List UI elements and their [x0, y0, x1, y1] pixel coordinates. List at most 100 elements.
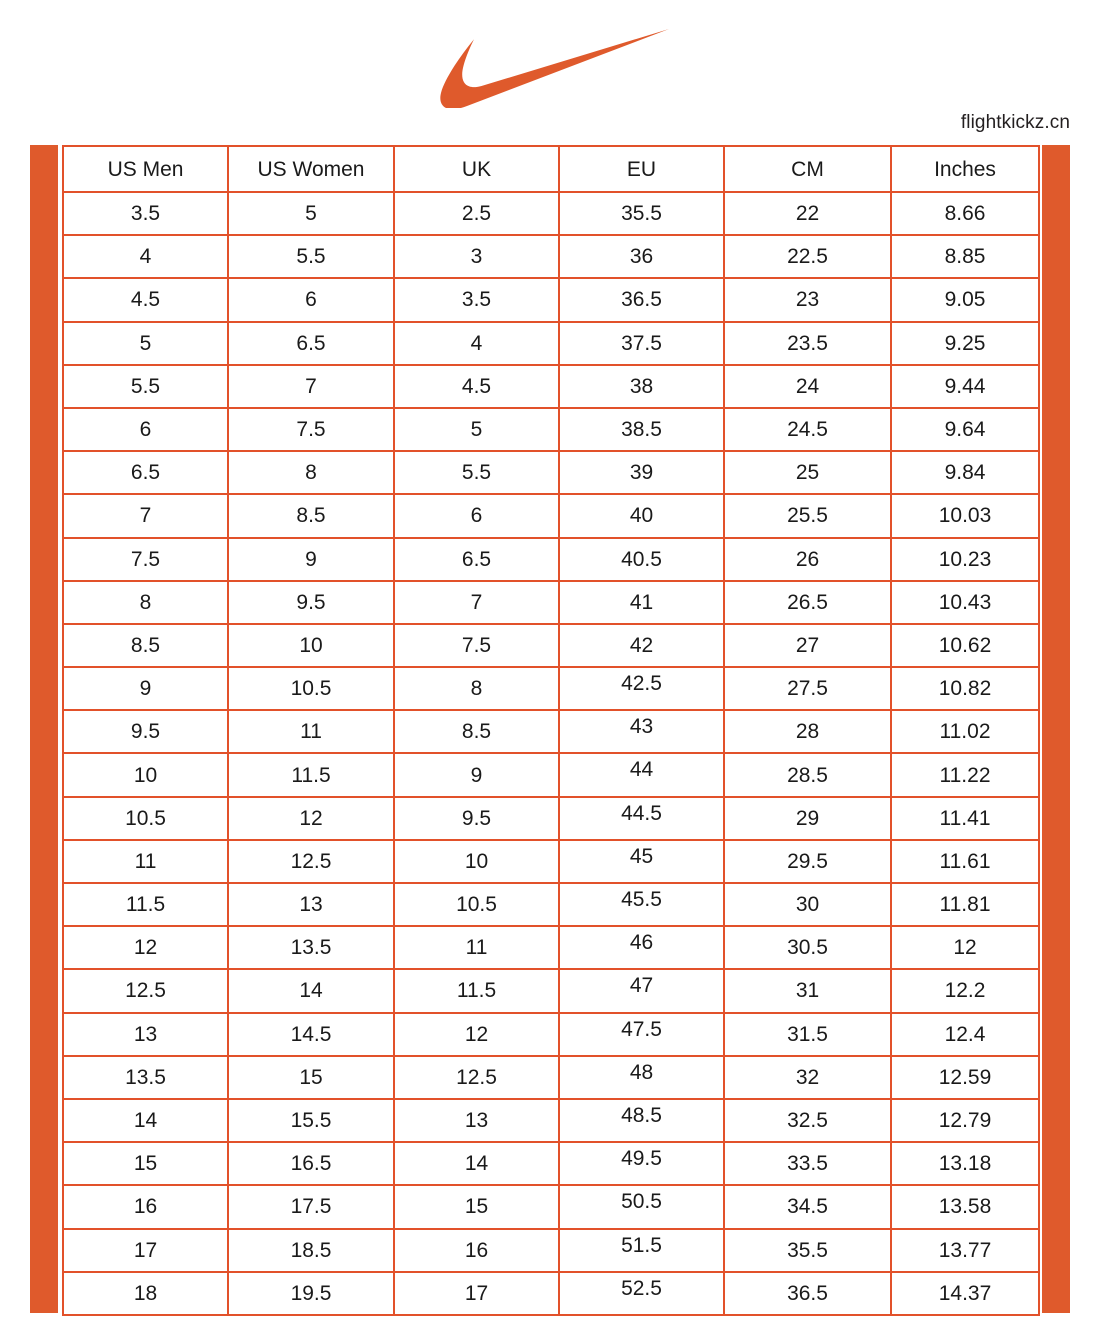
- cell-cm: 36.5: [723, 1270, 892, 1316]
- table-row: 12.5 14 11.5 47 31 12.2: [62, 968, 1040, 1014]
- table-row: 13.5 15 12.5 48 32 12.59: [62, 1054, 1040, 1100]
- cell-inches: 12: [890, 925, 1040, 971]
- table-body: 3.5 5 2.5 35.5 22 8.66 4 5.5 3 36 22.5 8.85 4.5 6 3.5 3…: [62, 190, 1040, 1316]
- cell-cm: 34.5: [723, 1184, 892, 1230]
- cell-us-men: 16: [62, 1184, 229, 1230]
- cell-us-men: 10.5: [62, 795, 229, 841]
- watermark-text: flightkickz.cn: [960, 112, 1070, 133]
- cell-cm: 26.5: [723, 579, 892, 625]
- cell-uk: 8: [393, 666, 560, 712]
- cell-inches: 10.43: [890, 579, 1040, 625]
- cell-eu: 40: [558, 493, 725, 539]
- cell-uk: 15: [393, 1184, 560, 1230]
- cell-inches: 11.02: [890, 709, 1040, 755]
- cell-us-men: 11: [62, 838, 229, 885]
- cell-inches: 13.18: [890, 1141, 1040, 1187]
- column-header-cm: CM: [723, 145, 892, 193]
- cell-us-women: 8.5: [227, 493, 395, 539]
- table-row: 10 11.5 9 44 28.5 11.22: [62, 752, 1040, 798]
- cell-us-men: 12: [62, 925, 229, 971]
- cell-us-women: 15.5: [227, 1097, 395, 1144]
- cell-us-men: 5.5: [62, 363, 229, 409]
- cell-uk: 12.5: [393, 1054, 560, 1100]
- cell-us-women: 19.5: [227, 1270, 395, 1316]
- cell-us-men: 4: [62, 234, 229, 280]
- cell-cm: 27.5: [723, 666, 892, 712]
- cell-us-women: 7: [227, 363, 395, 409]
- cell-us-men: 15: [62, 1141, 229, 1187]
- cell-inches: 9.05: [890, 277, 1040, 323]
- cell-eu: 41: [558, 579, 725, 625]
- cell-eu: 39: [558, 450, 725, 496]
- cell-eu: 45.5: [558, 881, 725, 928]
- table-row: 8 9.5 7 41 26.5 10.43: [62, 579, 1040, 625]
- cell-uk: 6: [393, 493, 560, 539]
- cell-uk: 14: [393, 1141, 560, 1187]
- cell-eu: 47: [558, 968, 725, 1014]
- cell-inches: 10.23: [890, 536, 1040, 582]
- cell-uk: 5.5: [393, 450, 560, 496]
- cell-eu: 44: [558, 752, 725, 798]
- column-header-inches: Inches: [890, 145, 1040, 193]
- cell-eu: 51.5: [558, 1227, 725, 1273]
- table-row: 8.5 10 7.5 42 27 10.62: [62, 622, 1040, 669]
- cell-inches: 12.59: [890, 1054, 1040, 1100]
- cell-cm: 32.5: [723, 1097, 892, 1144]
- table-row: 17 18.5 16 51.5 35.5 13.77: [62, 1227, 1040, 1273]
- cell-us-men: 7: [62, 493, 229, 539]
- cell-us-women: 11: [227, 709, 395, 755]
- cell-cm: 30.5: [723, 925, 892, 971]
- cell-inches: 12.4: [890, 1011, 1040, 1057]
- cell-us-women: 18.5: [227, 1227, 395, 1273]
- cell-us-women: 13: [227, 881, 395, 928]
- cell-inches: 10.03: [890, 493, 1040, 539]
- cell-eu: 38.5: [558, 406, 725, 453]
- cell-cm: 35.5: [723, 1227, 892, 1273]
- table-row: 10.5 12 9.5 44.5 29 11.41: [62, 795, 1040, 841]
- table-row: 14 15.5 13 48.5 32.5 12.79: [62, 1097, 1040, 1144]
- cell-uk: 13: [393, 1097, 560, 1144]
- cell-cm: 29.5: [723, 838, 892, 885]
- cell-us-women: 7.5: [227, 406, 395, 453]
- cell-us-women: 12.5: [227, 838, 395, 885]
- cell-us-women: 17.5: [227, 1184, 395, 1230]
- table-row: 18 19.5 17 52.5 36.5 14.37: [62, 1270, 1040, 1316]
- cell-cm: 25.5: [723, 493, 892, 539]
- cell-us-women: 9: [227, 536, 395, 582]
- cell-us-women: 14: [227, 968, 395, 1014]
- cell-us-men: 13.5: [62, 1054, 229, 1100]
- cell-us-women: 6.5: [227, 320, 395, 366]
- cell-inches: 13.77: [890, 1227, 1040, 1273]
- cell-us-men: 9.5: [62, 709, 229, 755]
- cell-inches: 10.62: [890, 622, 1040, 669]
- cell-us-women: 9.5: [227, 579, 395, 625]
- cell-eu: 36.5: [558, 277, 725, 323]
- cell-us-men: 17: [62, 1227, 229, 1273]
- cell-cm: 27: [723, 622, 892, 669]
- cell-eu: 48.5: [558, 1097, 725, 1144]
- cell-us-men: 13: [62, 1011, 229, 1057]
- cell-uk: 5: [393, 406, 560, 453]
- cell-eu: 52.5: [558, 1270, 725, 1316]
- table-row: 5 6.5 4 37.5 23.5 9.25: [62, 320, 1040, 366]
- table-row: 3.5 5 2.5 35.5 22 8.66: [62, 190, 1040, 237]
- cell-eu: 49.5: [558, 1141, 725, 1187]
- cell-inches: 11.22: [890, 752, 1040, 798]
- cell-uk: 4.5: [393, 363, 560, 409]
- column-header-us-men: US Men: [62, 145, 229, 193]
- cell-inches: 9.25: [890, 320, 1040, 366]
- cell-cm: 29: [723, 795, 892, 841]
- cell-cm: 33.5: [723, 1141, 892, 1187]
- table-row: 9.5 11 8.5 43 28 11.02: [62, 709, 1040, 755]
- cell-us-men: 3.5: [62, 190, 229, 237]
- cell-uk: 12: [393, 1011, 560, 1057]
- cell-eu: 38: [558, 363, 725, 409]
- cell-inches: 11.61: [890, 838, 1040, 885]
- cell-us-men: 9: [62, 666, 229, 712]
- cell-inches: 13.58: [890, 1184, 1040, 1230]
- cell-inches: 8.66: [890, 190, 1040, 237]
- cell-eu: 46: [558, 925, 725, 971]
- table-row: 16 17.5 15 50.5 34.5 13.58: [62, 1184, 1040, 1230]
- cell-us-men: 18: [62, 1270, 229, 1316]
